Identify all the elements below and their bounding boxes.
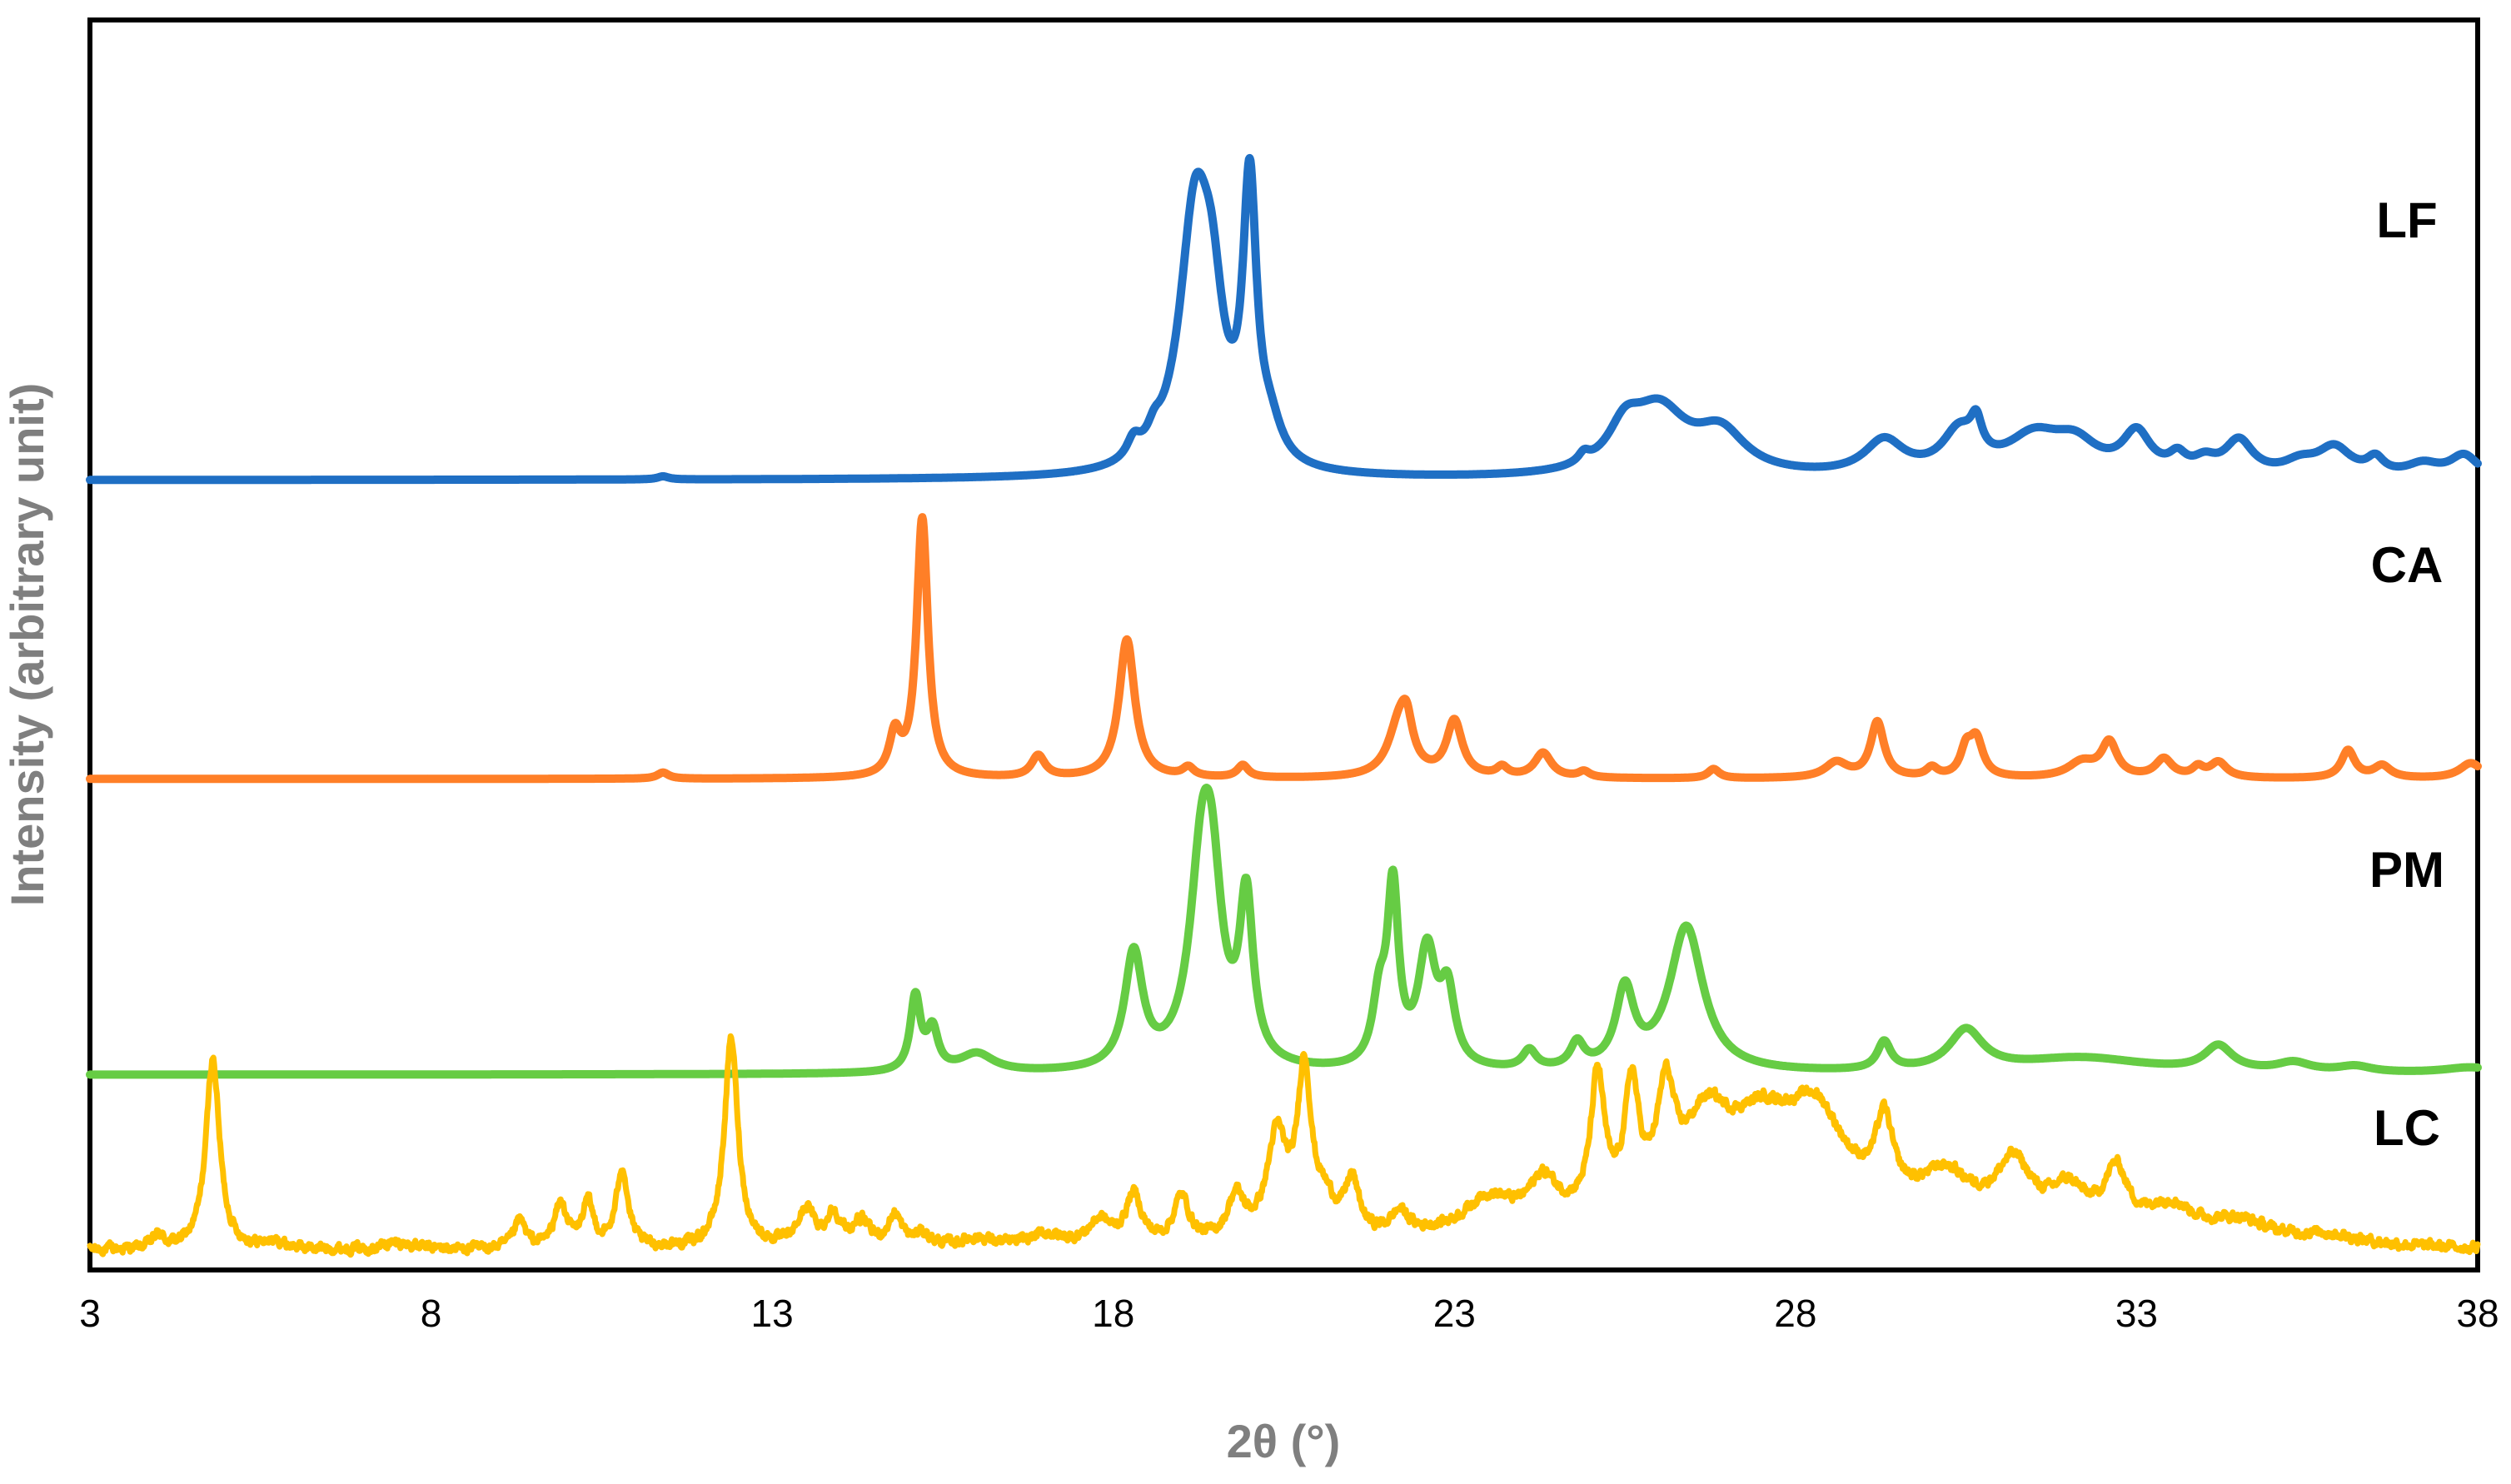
y-axis-title: Intensity (arbitrary unit) (1, 383, 53, 907)
series-label-lf: LF (2376, 192, 2437, 248)
series-line-lc (87, 1033, 2481, 1258)
x-tick-label: 18 (1092, 1292, 1134, 1335)
series-group (86, 153, 2482, 1258)
x-axis-title: 2θ (°) (1227, 1415, 1341, 1467)
x-tick-label: 13 (751, 1292, 794, 1335)
x-tick-label: 38 (2456, 1292, 2499, 1335)
x-tick-label: 3 (79, 1292, 101, 1335)
series-line-pm (86, 784, 2482, 1079)
series-label-ca: CA (2371, 537, 2444, 593)
x-tick-labels: 3 8 13 18 23 28 33 38 (79, 1292, 2499, 1335)
x-tick-label: 28 (1774, 1292, 1816, 1335)
x-tick-label: 33 (2115, 1292, 2158, 1335)
series-label-lc: LC (2374, 1100, 2440, 1156)
plot-area-border (87, 17, 2480, 1272)
x-tick-label: 23 (1433, 1292, 1476, 1335)
series-line-ca (86, 513, 2482, 784)
x-tick-label: 8 (421, 1292, 442, 1335)
series-label-pm: PM (2369, 842, 2444, 898)
series-line-lf (86, 153, 2482, 485)
